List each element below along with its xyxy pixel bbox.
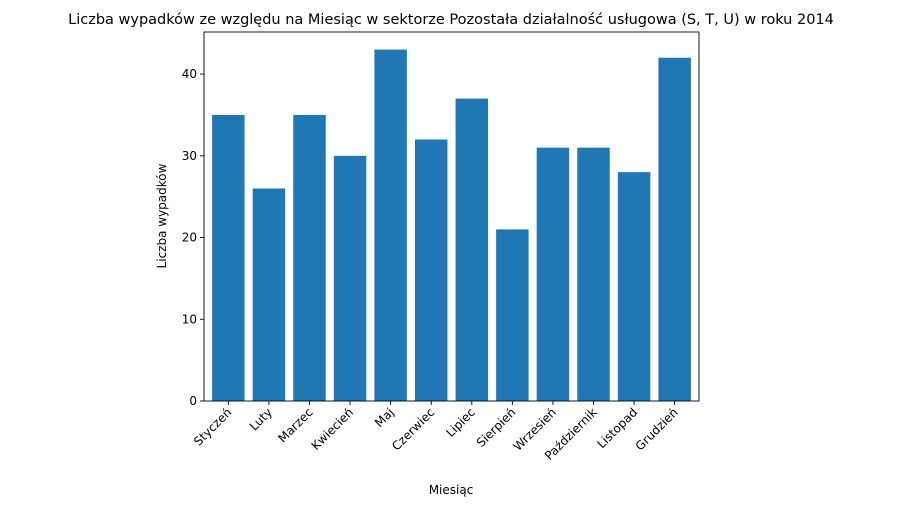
bar-2 [252, 188, 286, 401]
bar-11 [617, 172, 651, 401]
bar-6 [414, 139, 448, 402]
x-tick-label-1: Styczeń [191, 405, 234, 448]
bar-3 [293, 114, 326, 401]
x-tick-label-3: Marzec [275, 405, 315, 445]
x-tick-label-5: Maj [372, 405, 397, 430]
y-axis-label: Liczba wypadków [155, 163, 169, 268]
x-tick-label-12: Grudzień [633, 405, 681, 453]
bar-9 [536, 147, 570, 401]
x-tick-label-6: Czerwiec [389, 405, 437, 453]
bar-5 [374, 49, 407, 401]
chart-title: Liczba wypadków ze względu na Miesiąc w … [68, 12, 834, 28]
x-tick-label-4: Kwiecień [309, 405, 357, 453]
y-tick-label-1: 0 [189, 394, 197, 408]
axes-frame [203, 31, 700, 402]
bar-12 [658, 57, 691, 401]
bar-4 [333, 155, 367, 401]
y-tick-label-3: 20 [182, 231, 197, 245]
y-tick-label-4: 30 [182, 149, 197, 163]
y-tick-label-2: 10 [182, 312, 197, 326]
bar-7 [455, 98, 489, 401]
x-axis-label: Miesiąc [429, 483, 474, 497]
y-tick-label-5: 40 [182, 67, 197, 81]
bar-1 [212, 114, 245, 401]
bar-8 [496, 229, 529, 401]
bar-10 [577, 147, 610, 401]
x-tick-label-7: Lipiec [443, 405, 478, 440]
x-tick-label-2: Luty [247, 405, 275, 433]
